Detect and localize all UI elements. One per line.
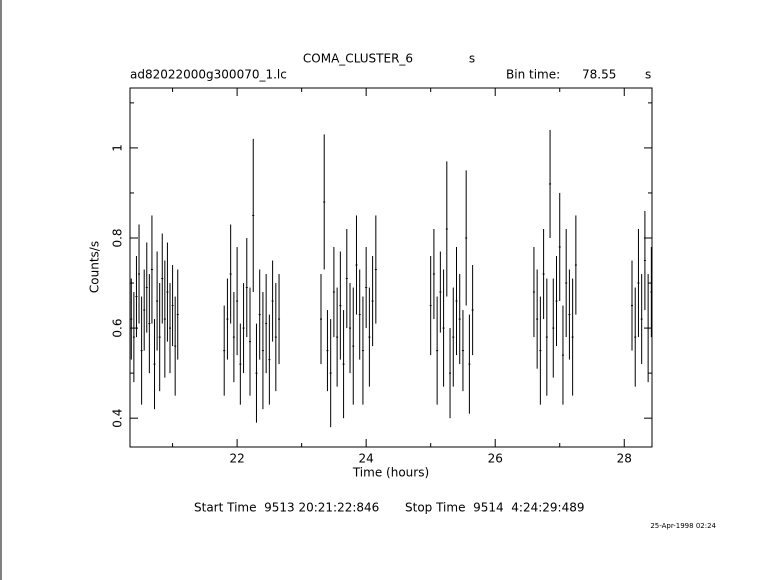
bin-time: 78.55	[582, 68, 616, 82]
start-time: Start Time 9513 20:21:22:846	[194, 501, 379, 515]
stop-time: Stop Time 9514 4:24:29:489	[405, 501, 584, 515]
x-tick-label: 26	[488, 452, 503, 466]
title-unit: s	[469, 52, 475, 66]
y-tick-label: 0.6	[111, 319, 125, 338]
x-tick-label: 22	[229, 452, 244, 466]
chart-title: COMA_CLUSTER_6	[303, 52, 413, 66]
x-tick-label: 28	[617, 452, 632, 466]
y-tick-label: 0.8	[111, 228, 125, 247]
bin-time-label: Bin time:	[506, 68, 560, 82]
bin-time-unit: s	[645, 68, 651, 82]
y-axis-label: Counts/s	[88, 241, 102, 293]
y-tick-label: 1	[111, 144, 125, 152]
date-stamp: 25-Apr-1998 02:24	[650, 522, 716, 530]
plot-frame	[129, 87, 653, 448]
subtitle: ad82022000g300070_1.lc	[130, 68, 287, 82]
x-axis-label: Time (hours)	[352, 466, 429, 480]
y-tick-label: 0.4	[111, 409, 125, 428]
x-tick-label: 24	[359, 452, 374, 466]
